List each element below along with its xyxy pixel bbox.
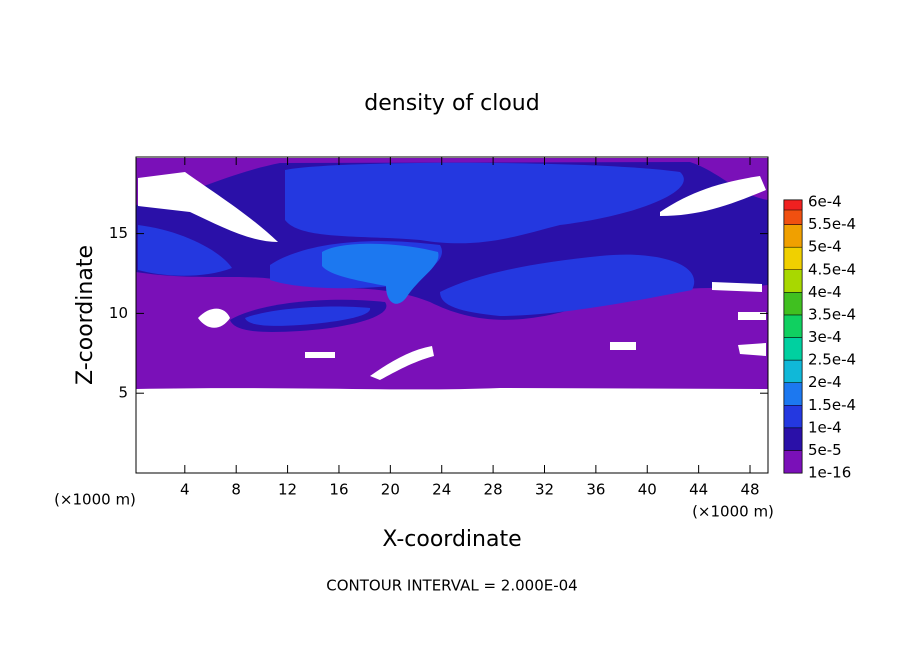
- x-tick-label: 8: [231, 481, 241, 499]
- empty-patch: [660, 176, 766, 216]
- x-tick-label: 28: [484, 481, 503, 499]
- x-tick-label: 16: [329, 481, 348, 499]
- colorbar-label: 2.5e-4: [808, 351, 856, 369]
- contour-region: [285, 162, 684, 244]
- colorbar-label: 5.5e-4: [808, 215, 856, 233]
- colorbar-label: 4.5e-4: [808, 260, 856, 278]
- colorbar-swatch: [783, 382, 803, 406]
- footnote: CONTOUR INTERVAL = 2.000E-04: [326, 577, 577, 595]
- y-tick-label: 5: [118, 384, 128, 402]
- y-axis-label: Z-coordinate: [73, 245, 98, 385]
- empty-patch: [198, 308, 230, 328]
- colorbar-swatch: [783, 337, 803, 361]
- contour-region: [440, 254, 695, 316]
- colorbar-label: 5e-5: [808, 441, 842, 459]
- y-tick-label: 15: [109, 224, 128, 242]
- colorbar-swatch: [783, 224, 803, 248]
- empty-patch: [138, 172, 278, 242]
- colorbar-swatch: [783, 427, 803, 451]
- contour-region: [322, 243, 439, 304]
- plot-frame: [135, 156, 769, 474]
- x-unit: (×1000 m): [692, 503, 774, 521]
- colorbar-label: 6e-4: [808, 193, 842, 211]
- contour-region: [138, 225, 232, 276]
- colorbar-label: 4e-4: [808, 283, 842, 301]
- colorbar-label: 3.5e-4: [808, 305, 856, 323]
- colorbar-swatch: [783, 292, 803, 316]
- x-tick-label: 24: [432, 481, 451, 499]
- empty-patch: [738, 343, 766, 356]
- empty-patch: [305, 352, 335, 358]
- x-axis-label: X-coordinate: [382, 527, 521, 552]
- x-tick-label: 4: [180, 481, 190, 499]
- empty-patches: [138, 172, 766, 380]
- colorbar-label: 1.5e-4: [808, 396, 856, 414]
- colorbar-label: 3e-4: [808, 328, 842, 346]
- empty-patch: [738, 312, 766, 320]
- colorbar-label: 2e-4: [808, 373, 842, 391]
- colorbar-swatch: [783, 314, 803, 338]
- contour-region: [245, 306, 371, 326]
- y-unit: (×1000 m): [54, 491, 136, 509]
- empty-patch: [712, 282, 762, 292]
- colorbar-swatch: [783, 269, 803, 293]
- x-tick-label: 44: [689, 481, 708, 499]
- y-tick-label: 10: [109, 304, 128, 322]
- colorbar-label: 1e-16: [808, 464, 851, 482]
- colorbar-swatch: [783, 199, 803, 211]
- colorbar-label: 1e-4: [808, 418, 842, 436]
- x-tick-label: 32: [535, 481, 554, 499]
- x-tick-label: 36: [586, 481, 605, 499]
- empty-patch: [370, 346, 434, 380]
- x-tick-label: 12: [278, 481, 297, 499]
- contour-field: [136, 158, 768, 390]
- colorbar-swatch: [783, 405, 803, 429]
- colorbar-label: 5e-4: [808, 238, 842, 256]
- x-tick-label: 48: [740, 481, 759, 499]
- colorbar-swatch: [783, 246, 803, 271]
- colorbar-swatch: [783, 359, 803, 383]
- colorbar-swatch: [783, 450, 803, 474]
- x-tick-label: 20: [381, 481, 400, 499]
- empty-patch: [610, 342, 636, 350]
- chart-title: density of cloud: [364, 91, 539, 116]
- x-tick-label: 40: [638, 481, 657, 499]
